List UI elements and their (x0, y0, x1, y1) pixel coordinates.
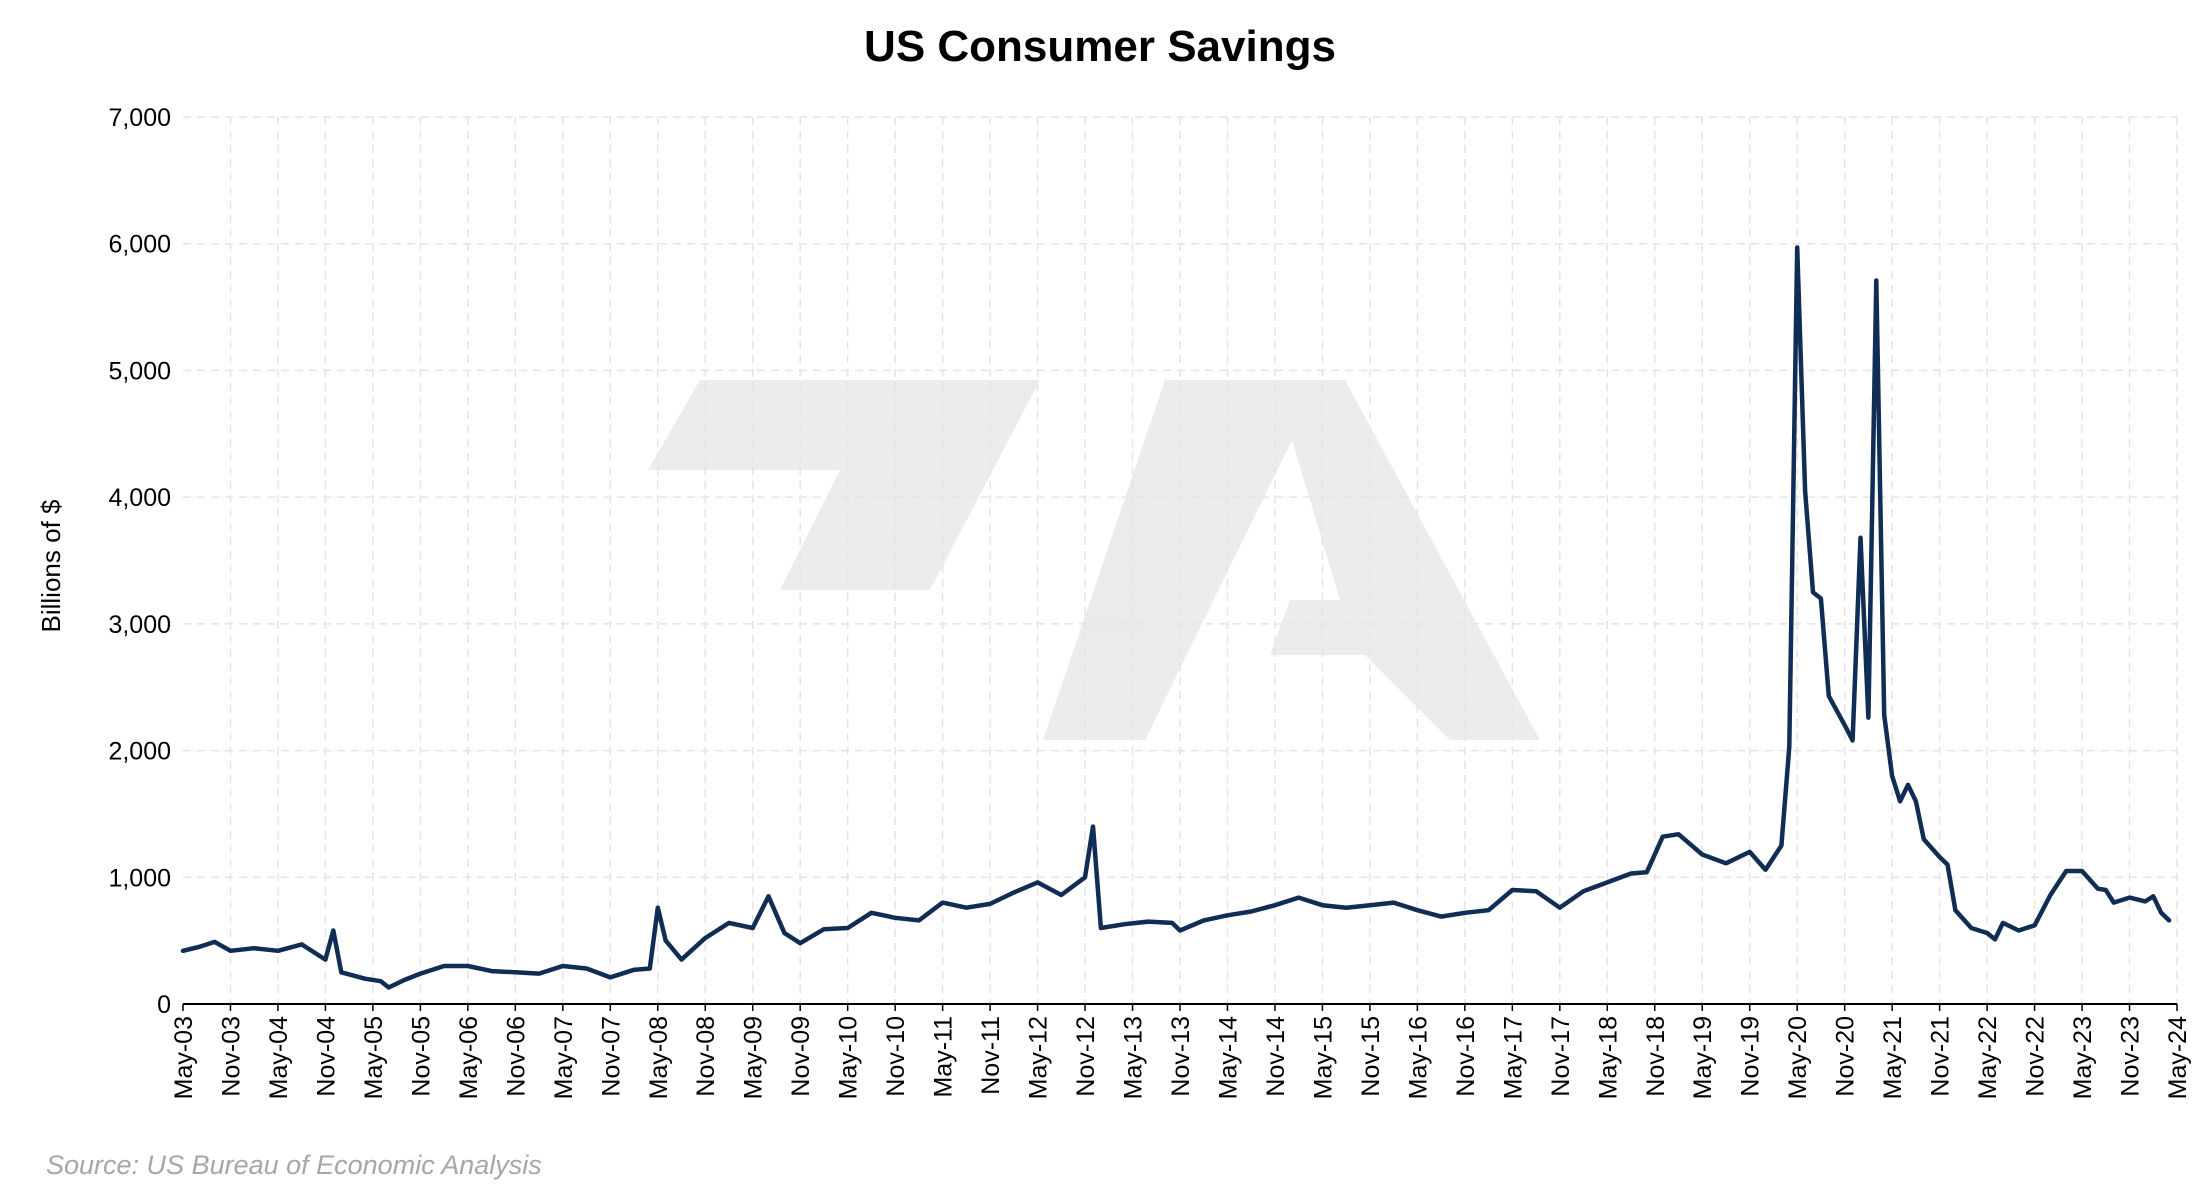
x-tick-label: Nov-20 (1832, 1016, 1860, 1097)
x-tick-label: Nov-23 (2117, 1016, 2145, 1097)
x-tick-label: Nov-17 (1547, 1016, 1575, 1097)
y-axis-label: Billions of $ (36, 499, 66, 632)
x-tick-label: May-22 (1974, 1016, 2002, 1099)
x-tick-label: May-16 (1404, 1016, 1432, 1099)
y-tick-label: 6,000 (108, 231, 171, 259)
x-tick-label: May-08 (645, 1016, 673, 1099)
x-tick-label: May-05 (360, 1016, 388, 1099)
x-tick-label: May-09 (740, 1016, 768, 1099)
x-tick-label: Nov-16 (1452, 1016, 1480, 1097)
x-tick-label: May-19 (1689, 1016, 1717, 1099)
savings-line (180, 245, 2172, 990)
x-tick-label: May-04 (265, 1016, 293, 1099)
x-tick-label: Nov-21 (1927, 1016, 1955, 1097)
watermark-shape-left (648, 380, 1040, 590)
grid-lines (183, 116, 2178, 1004)
x-tick-label: May-15 (1309, 1016, 1337, 1099)
x-tick-label: Nov-04 (312, 1016, 340, 1097)
y-tick-label: 4,000 (108, 484, 171, 512)
x-tick-label: May-12 (1025, 1016, 1053, 1099)
source-note: Source: US Bureau of Economic Analysis (46, 1150, 542, 1180)
axes (182, 1003, 2178, 1011)
y-tick-label: 3,000 (108, 611, 171, 639)
watermark-shape-right (1043, 380, 1540, 740)
x-tick-label: May-03 (170, 1016, 198, 1099)
x-tick-label: Nov-10 (882, 1016, 910, 1097)
x-axis-ticks: May-03 Nov-03 May-04 Nov-04 May-05 Nov-05 May-… (170, 1016, 2192, 1099)
x-tick-label: Nov-05 (407, 1016, 435, 1097)
x-tick-label: May-20 (1784, 1016, 1812, 1099)
x-tick-label: May-13 (1120, 1016, 1148, 1099)
x-tick-label: May-23 (2069, 1016, 2097, 1099)
x-tick-label: Nov-14 (1262, 1016, 1290, 1097)
x-tick-label: May-14 (1214, 1016, 1242, 1099)
x-tick-label: Nov-13 (1167, 1016, 1195, 1097)
x-tick-label: Nov-09 (787, 1016, 815, 1097)
y-tick-label: 7,000 (108, 104, 171, 132)
chart-title: US Consumer Savings (864, 22, 1336, 71)
x-tick-label: Nov-18 (1642, 1016, 1670, 1097)
x-tick-label: May-10 (835, 1016, 863, 1099)
x-tick-label: May-21 (1879, 1016, 1907, 1099)
y-tick-label: 0 (157, 991, 171, 1019)
x-tick-label: Nov-12 (1072, 1016, 1100, 1097)
x-tick-label: Nov-06 (502, 1016, 530, 1097)
x-tick-label: Nov-22 (2022, 1016, 2050, 1097)
x-tick-label: May-07 (550, 1016, 578, 1099)
y-tick-label: 1,000 (108, 864, 171, 892)
x-tick-label: Nov-08 (692, 1016, 720, 1097)
x-tick-label: May-17 (1499, 1016, 1527, 1099)
x-tick-label: Nov-07 (597, 1016, 625, 1097)
x-tick-label: Nov-11 (977, 1016, 1005, 1095)
logo-watermark (648, 380, 1540, 740)
x-tick-label: Nov-15 (1357, 1016, 1385, 1097)
y-tick-label: 5,000 (108, 357, 171, 385)
x-tick-label: May-18 (1594, 1016, 1622, 1099)
y-tick-label: 2,000 (108, 738, 171, 766)
y-axis-ticks: 0 1,000 2,000 3,000 4,000 5,000 6,000 7,000 (108, 104, 171, 1019)
x-tick-label: Nov-19 (1737, 1016, 1765, 1097)
x-tick-label: May-11 (930, 1016, 958, 1098)
x-tick-label: May-24 (2164, 1016, 2192, 1099)
x-tick-label: Nov-03 (217, 1016, 245, 1097)
x-tick-label: May-06 (455, 1016, 483, 1099)
